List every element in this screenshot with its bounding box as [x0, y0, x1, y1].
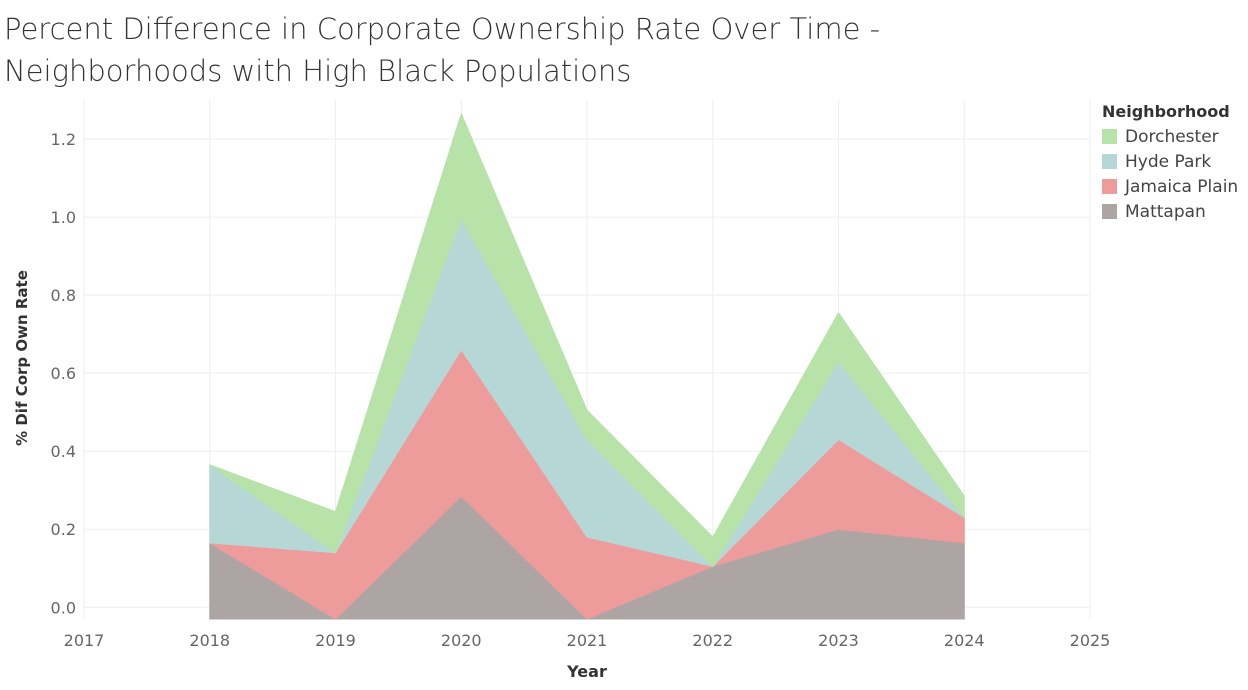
y-tick-label: 1.2 — [51, 130, 76, 149]
legend-item-jamaica-plain[interactable]: Jamaica Plain — [1102, 174, 1238, 199]
y-tick-label: 0.6 — [51, 364, 76, 383]
x-tick-label: 2025 — [1070, 631, 1111, 650]
x-tick-label: 2017 — [64, 631, 105, 650]
x-axis-label: Year — [566, 662, 607, 681]
stacked-areas — [209, 112, 965, 620]
y-tick-label: 0.8 — [51, 286, 76, 305]
legend-label: Jamaica Plain — [1125, 176, 1239, 197]
x-axis-ticks: 2017 2018 2019 2020 2021 2022 2023 2024 2025 — [64, 631, 1111, 650]
x-tick-label: 2023 — [818, 631, 859, 650]
y-tick-label: 0.2 — [51, 520, 76, 539]
legend-title: Neighborhood — [1102, 102, 1230, 121]
x-tick-label: 2022 — [692, 631, 733, 650]
y-axis-ticks: 0.0 0.2 0.4 0.6 0.8 1.0 1.2 — [51, 130, 76, 617]
x-tick-label: 2019 — [315, 631, 356, 650]
legend-item-hyde-park[interactable]: Hyde Park — [1102, 149, 1238, 174]
area-dorchester[interactable] — [209, 112, 965, 568]
legend-label: Dorchester — [1125, 126, 1219, 147]
legend-swatch — [1102, 179, 1117, 194]
legend-item-mattapan[interactable]: Mattapan — [1102, 199, 1238, 224]
chart-title: Percent Difference in Corporate Ownershi… — [4, 12, 881, 88]
y-tick-label: 1.0 — [51, 208, 76, 227]
y-axis-label: % Dif Corp Own Rate — [13, 270, 31, 446]
legend-label: Hyde Park — [1125, 151, 1212, 172]
legend: Neighborhood Dorchester Hyde Park Jamaica … — [1102, 102, 1238, 224]
legend-swatch — [1102, 129, 1117, 144]
legend-label: Mattapan — [1125, 201, 1206, 222]
legend-swatch — [1102, 154, 1117, 169]
x-tick-label: 2018 — [189, 631, 230, 650]
legend-swatch — [1102, 204, 1117, 219]
y-tick-label: 0.4 — [51, 442, 76, 461]
x-tick-label: 2020 — [441, 631, 482, 650]
y-tick-label: 0.0 — [51, 598, 76, 617]
legend-item-dorchester[interactable]: Dorchester — [1102, 124, 1238, 149]
x-tick-label: 2024 — [944, 631, 985, 650]
x-tick-label: 2021 — [567, 631, 608, 650]
